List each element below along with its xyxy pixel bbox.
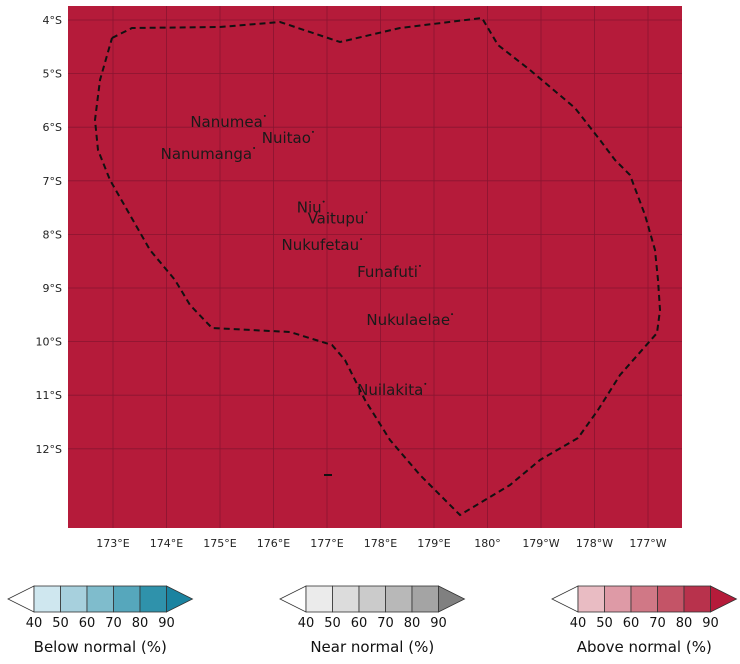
legend-color-segment — [86, 585, 114, 613]
island-label: Nukufetau — [282, 236, 360, 254]
legend-tick-label: 40 — [298, 616, 315, 631]
y-tick-label: 12°S — [36, 443, 62, 456]
legend-arrow-right — [166, 585, 194, 613]
legend-arrow-left — [7, 585, 35, 613]
legend-tick-label: 90 — [158, 616, 175, 631]
legend-color-segment — [657, 585, 685, 613]
legend-color-segment — [630, 585, 658, 613]
legend-tick-label: 80 — [132, 616, 149, 631]
legend-tick-label: 70 — [649, 616, 666, 631]
legend-tick-label: 50 — [324, 616, 341, 631]
legend-color-segment — [604, 585, 632, 613]
x-tick-label: 177°W — [629, 537, 666, 550]
island-label: Nanumea — [190, 113, 262, 131]
y-tick-label: 9°S — [43, 282, 62, 295]
legend-tick-label: 50 — [596, 616, 613, 631]
legend-tick-label: 60 — [623, 616, 640, 631]
legend-color-segment — [305, 585, 333, 613]
legend-color-segment — [60, 585, 88, 613]
legend-color-segment — [113, 585, 141, 613]
legend-color-segment — [332, 585, 360, 613]
legend-near-normal: 40 50 60 70 80 90 Near normal (%) — [279, 585, 466, 656]
x-tick-label: 177°E — [310, 537, 343, 550]
legend-color-segment — [411, 585, 439, 613]
legend-arrow-right — [438, 585, 466, 613]
y-tick-label: 6°S — [43, 121, 62, 134]
legend-tick-label: 70 — [105, 616, 122, 631]
island-marker — [263, 114, 266, 117]
legend-tick-label: 70 — [377, 616, 394, 631]
y-tick-label: 8°S — [43, 228, 62, 241]
y-tick-label: 10°S — [36, 336, 62, 349]
x-tick-label: 180° — [474, 537, 501, 550]
legend-tick-label: 80 — [676, 616, 693, 631]
x-tick-label: 175°E — [203, 537, 236, 550]
legend-arrow-left — [279, 585, 307, 613]
island-marker — [311, 130, 314, 133]
island-label: Funafuti — [357, 263, 418, 281]
x-tick-label: 178°E — [364, 537, 397, 550]
eez-boundary-line — [93, 16, 662, 517]
island-label: Nuilakita — [357, 381, 423, 399]
x-tick-label: 176°E — [257, 537, 290, 550]
island-label: Nanumanga — [161, 145, 252, 163]
legend-color-segment — [683, 585, 711, 613]
legend-tick-label: 60 — [79, 616, 96, 631]
island-marker — [365, 211, 368, 214]
island-label: Nuitao — [262, 129, 311, 147]
island-marker — [253, 147, 256, 149]
y-tick-label: 11°S — [36, 389, 62, 402]
y-tick-label: 7°S — [43, 175, 62, 188]
legend-color-segment — [577, 585, 605, 613]
legends: 40 50 60 70 80 90 Below normal (%) 40 50 60 70 80 90… — [7, 585, 738, 656]
legend-color-segment — [139, 585, 167, 613]
legend-tick-label: 40 — [26, 616, 43, 631]
x-tick-label: 179°W — [522, 537, 559, 550]
island-label: Niu — [297, 199, 322, 217]
x-tick-label: 179°E — [417, 537, 450, 550]
legend-below-normal: 40 50 60 70 80 90 Below normal (%) — [7, 585, 194, 656]
island-marker — [360, 238, 363, 241]
x-tick-label: 178°W — [576, 537, 613, 550]
legend-tick-label: 40 — [570, 616, 587, 631]
y-tick-label: 5°S — [43, 68, 62, 81]
legend-arrow-right — [710, 585, 738, 613]
map-grid — [68, 6, 682, 528]
legend-color-segment — [358, 585, 386, 613]
y-tick-label: 4°S — [43, 14, 62, 27]
legend-above-normal: 40 50 60 70 80 90 Above normal (%) — [551, 585, 738, 656]
legend-color-segment — [385, 585, 413, 613]
legend-arrow-left — [551, 585, 579, 613]
island-marker — [424, 382, 427, 385]
island-marker — [322, 200, 325, 203]
legend-tick-label: 80 — [404, 616, 421, 631]
legend-tick-label: 50 — [52, 616, 69, 631]
island-label: Vaitupu — [308, 209, 365, 227]
island-marker — [451, 313, 454, 316]
legend-title: Near normal (%) — [310, 638, 434, 656]
legend-color-segment — [33, 585, 61, 613]
x-tick-label: 173°E — [96, 537, 129, 550]
legend-tick-label: 60 — [351, 616, 368, 631]
island-marker — [418, 264, 421, 267]
island-label: Nukulaelae — [366, 311, 450, 329]
x-tick-label: 174°E — [150, 537, 183, 550]
legend-tick-label: 90 — [702, 616, 719, 631]
map-background — [68, 6, 682, 528]
legend-title: Above normal (%) — [577, 638, 712, 656]
y-axis-tick-labels: 4°S 5°S 6°S 7°S 8°S 9°S 10°S 11°S 12°S — [36, 14, 62, 456]
x-axis-tick-labels: 173°E 174°E 175°E 176°E 177°E 178°E 179°E 180° 1… — [96, 537, 667, 550]
legend-tick-label: 90 — [430, 616, 447, 631]
legend-title: Below normal (%) — [34, 638, 167, 656]
